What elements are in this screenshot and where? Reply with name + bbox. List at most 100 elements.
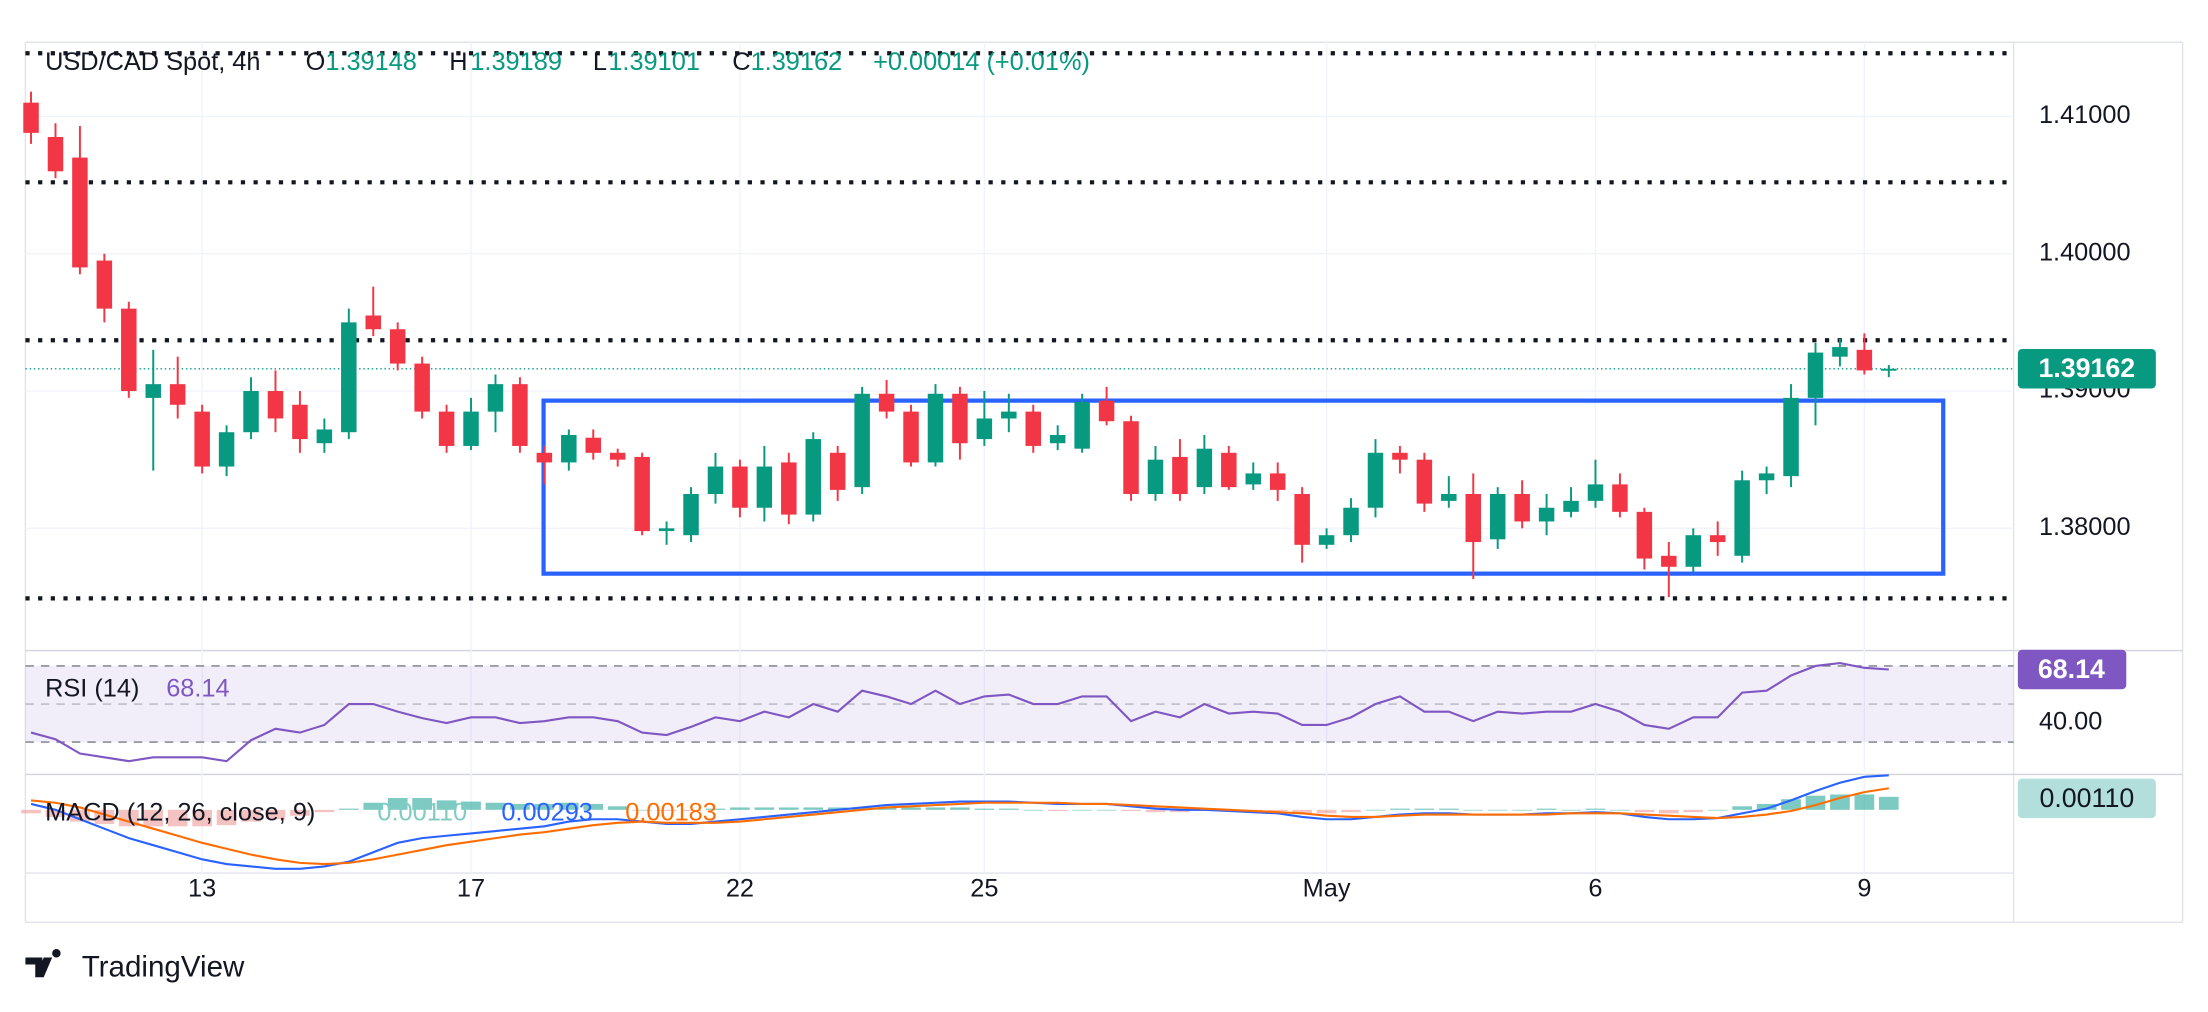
macd-histogram-bar xyxy=(974,808,995,810)
candle-body xyxy=(1881,368,1897,371)
logo-mark xyxy=(25,949,61,978)
macd-histogram-bar xyxy=(901,807,921,810)
macd-histogram-bar xyxy=(1683,809,1704,813)
candle-body xyxy=(1636,511,1653,559)
macd-histogram-bar xyxy=(1610,809,1630,811)
macd-histogram-bar xyxy=(70,809,90,822)
y-tick-label: 1.40000 xyxy=(2039,238,2131,266)
rsi-tag xyxy=(2017,649,2127,690)
candle-body xyxy=(1025,411,1042,446)
macd-title: MACD (12, 26, close, 9) xyxy=(45,799,315,827)
candle-body xyxy=(707,466,724,495)
candle-body xyxy=(365,315,381,330)
candle-body xyxy=(658,528,675,532)
candle-body xyxy=(585,437,601,453)
macd-histogram-bar xyxy=(876,807,897,810)
macd-histogram-bar xyxy=(241,809,261,822)
macd-histogram-bar xyxy=(1732,806,1753,810)
candle-body xyxy=(1856,349,1873,371)
x-tick-label: 13 xyxy=(188,875,216,903)
macd-readout: 0.00110 xyxy=(377,799,467,827)
chart-title: USD/CAD Spot, 4h xyxy=(45,48,260,76)
macd-histogram-bar xyxy=(1292,809,1313,814)
x-tick-label: 22 xyxy=(726,875,754,903)
candle-body xyxy=(1343,507,1359,536)
candle-body xyxy=(1441,494,1457,501)
macd-histogram-bar xyxy=(1390,808,1410,810)
candle-body xyxy=(952,393,968,444)
candle-body xyxy=(145,384,161,398)
brand-name: TradingView xyxy=(82,951,245,984)
candle-body xyxy=(781,462,797,515)
x-tick-label: May xyxy=(1303,875,1351,903)
macd-histogram-bar xyxy=(192,809,212,827)
candle-body xyxy=(243,391,259,433)
macd-histogram-bar xyxy=(607,806,628,810)
candle-body xyxy=(903,411,919,463)
macd-histogram-bar xyxy=(1512,809,1533,811)
macd-histogram-bar xyxy=(143,809,164,827)
macd-histogram-bar xyxy=(534,803,555,810)
macd-histogram-bar xyxy=(1585,808,1606,810)
ohlc-key: C xyxy=(732,48,750,76)
candle-body xyxy=(1489,494,1506,540)
last-price-tag xyxy=(2017,349,2156,389)
macd-histogram-bar xyxy=(510,803,530,810)
candle-body xyxy=(1147,459,1164,495)
macd-histogram-bar xyxy=(681,809,701,811)
y-tick-label: 1.41000 xyxy=(2039,101,2131,129)
macd-histogram-bar xyxy=(1072,809,1093,811)
candle-body xyxy=(267,391,284,419)
candle-body xyxy=(536,452,553,463)
ohlc-key: L xyxy=(593,48,607,76)
candle-body xyxy=(927,393,944,463)
candle-body xyxy=(438,411,455,446)
x-tick-label: 25 xyxy=(970,875,998,903)
candle-body xyxy=(1172,456,1188,495)
candle-body xyxy=(1563,500,1579,512)
candle-body xyxy=(1196,448,1213,488)
candle-body xyxy=(1269,473,1286,490)
candle-body xyxy=(1318,535,1335,545)
macd-histogram-bar xyxy=(290,809,310,816)
range-box xyxy=(541,398,1946,576)
macd-histogram-bar xyxy=(705,808,726,810)
macd-tag-label: 0.00110 xyxy=(2039,783,2134,813)
brand-logo: TradingView xyxy=(25,949,245,984)
candle-body xyxy=(1416,459,1433,504)
candle-body xyxy=(829,452,846,490)
candle-body xyxy=(194,411,210,467)
macd-histogram-bar xyxy=(950,807,970,810)
y-tick-label: 1.38000 xyxy=(2039,513,2131,541)
macd-histogram-bar xyxy=(1414,808,1435,810)
macd-histogram-bar xyxy=(1634,809,1655,813)
macd-histogram-bar xyxy=(1341,809,1361,813)
candle-body xyxy=(609,452,626,460)
ohlc-value: 1.39148 xyxy=(325,48,417,76)
candle-body xyxy=(121,308,137,392)
ohlc-value: 1.39162 xyxy=(751,48,843,76)
candle-body xyxy=(47,136,64,172)
candle-body xyxy=(1783,397,1799,477)
macd-histogram-bar xyxy=(583,803,604,810)
macd-histogram-bar xyxy=(485,802,506,810)
macd-histogram-bar xyxy=(827,807,848,810)
candle-body xyxy=(1074,402,1090,449)
candle-body xyxy=(1685,535,1702,567)
macd-histogram-bar xyxy=(436,800,457,810)
macd-histogram-bar xyxy=(1170,809,1190,813)
macd-histogram-bar xyxy=(1854,794,1875,810)
macd-histogram-bar xyxy=(1487,809,1508,811)
candle-body xyxy=(976,418,993,440)
rsi-line xyxy=(30,662,1889,763)
candle-body xyxy=(683,494,699,536)
macd-histogram-bar xyxy=(1830,794,1850,810)
candle-body xyxy=(1049,434,1066,444)
candle-body xyxy=(1734,480,1750,556)
rsi-tag-label: 68.14 xyxy=(2038,654,2105,684)
macd-histogram-bar xyxy=(1781,799,1801,810)
macd-histogram-bar xyxy=(1878,796,1899,810)
rsi-tick-label: 40.00 xyxy=(2039,708,2102,736)
